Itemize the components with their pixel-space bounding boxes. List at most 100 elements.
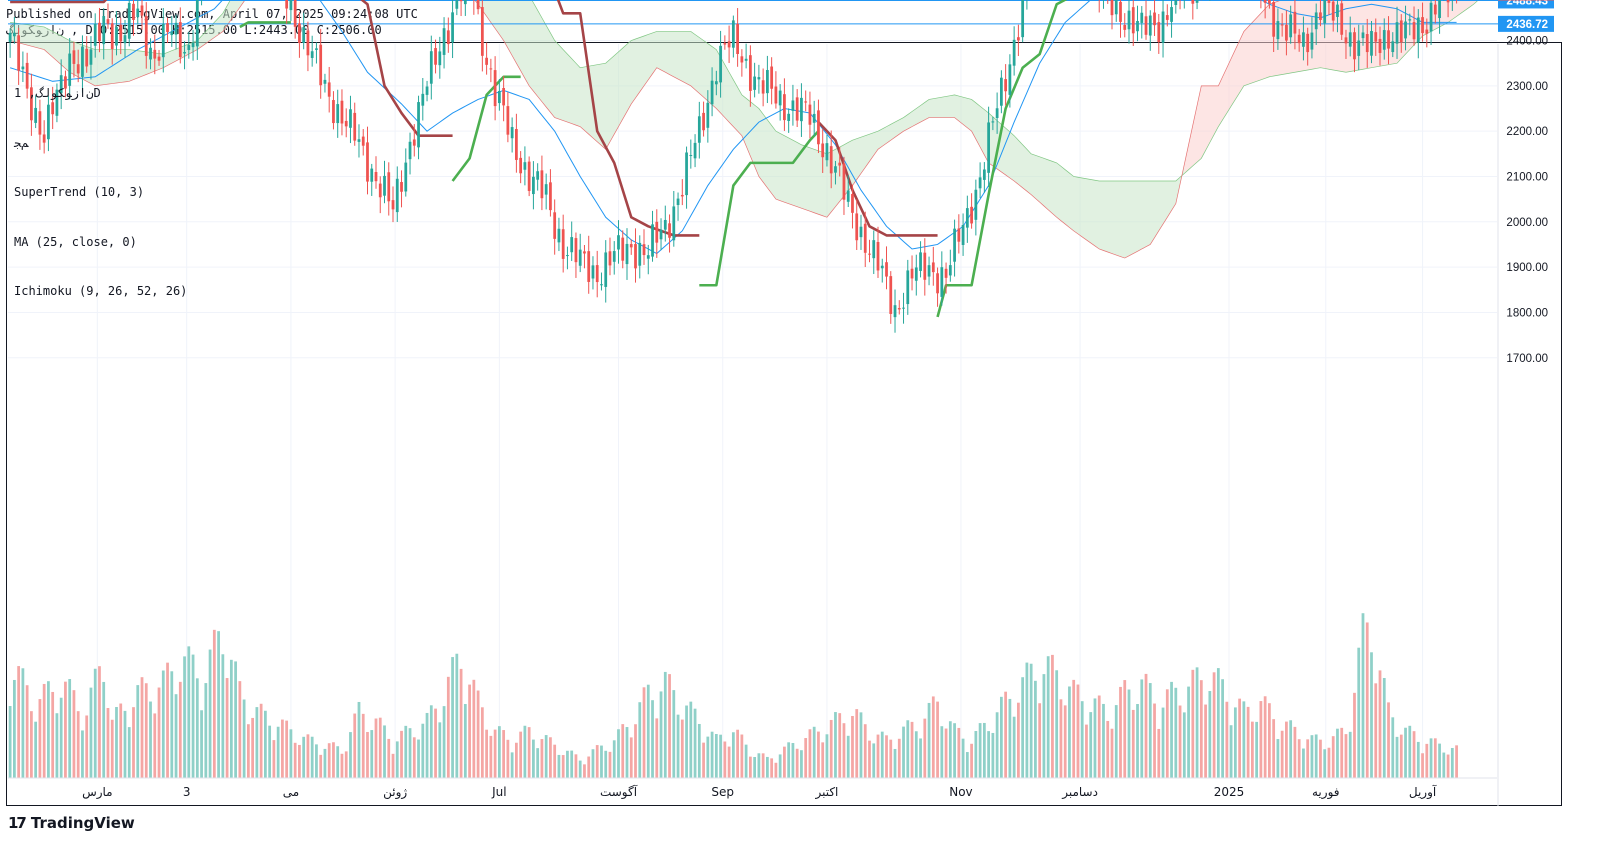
candle-body [676,198,680,206]
volume-bar [621,724,625,778]
candle-body [880,265,884,269]
volume-bar [1199,680,1203,778]
candle-body [136,8,140,18]
volume-bar [51,691,55,778]
ma-line [9,0,1457,255]
candle-body [1285,24,1288,41]
volume-bar [855,709,859,778]
volume-bar [378,717,382,778]
volume-bar [642,687,646,778]
volume-bar [242,699,246,778]
candle-body [463,0,467,5]
candles [8,0,1458,333]
candle-body [1297,34,1301,44]
candle-body [1004,79,1008,92]
volume-bar [1340,727,1344,778]
volume-bar [327,743,331,778]
volume-bar [455,653,459,778]
volume-bar [872,743,876,778]
candle-body [927,265,931,277]
candle-body [1306,33,1310,53]
candle-body [183,51,186,54]
volume-bar [578,760,582,778]
candle-body [153,49,157,59]
candle-body [1114,0,1118,15]
candle-body [761,80,765,94]
volume-bar [344,751,348,778]
volume-bar [170,671,174,778]
volume-bar [846,735,850,778]
volume-bar [195,678,199,778]
volume-bar [1136,704,1139,778]
volume-bar [766,756,769,778]
tradingview-brand[interactable]: 17 TradingView [8,814,135,832]
candle-body [25,62,29,89]
volume-bar [149,701,152,778]
candle-body [1127,10,1131,30]
volume-bar [1187,686,1190,778]
level-label: 2488.43 [1506,0,1548,7]
candle-body [1370,30,1373,56]
legend-ichimoku[interactable]: Ichimoku (9, 26, 52, 26) [14,284,188,298]
candle-body [851,193,854,213]
volume-bar [676,714,680,778]
volume-bar [259,703,263,778]
candle-body [1323,0,1327,24]
candle-body [434,48,437,65]
volume-bar [1093,698,1097,778]
candle-body [868,253,871,255]
volume-bar [285,720,289,778]
volume-bar [506,739,510,778]
legend-ma[interactable]: MA (25, close, 0) [14,234,137,249]
candle-body [987,122,990,173]
candle-body [774,86,778,104]
candle-body [455,0,459,9]
volume-bar [200,710,203,778]
volume-bar [634,724,637,778]
candle-body [149,47,152,60]
volume-bar [1080,701,1084,778]
volume-bar [1004,691,1008,778]
volume-bar [204,683,208,778]
candle-body [634,244,637,269]
volume-bar [1017,702,1020,778]
volume-bar [672,690,676,778]
volume-bar [102,681,106,778]
volume-bar [561,755,565,778]
volume-bar [1204,704,1207,778]
volume-bar [978,723,982,778]
candle-body [753,76,757,90]
candle-body [123,35,127,44]
candle-body [804,101,808,103]
candle-body [340,100,344,124]
supertrend-up [936,0,1068,318]
volume-bar [1399,734,1403,778]
volume-bar [1148,683,1152,778]
candle-body [1412,22,1416,40]
candle-body [476,0,480,10]
volume-bar [98,666,101,778]
candle-body [1191,0,1195,4]
volume-bar [302,736,306,778]
supertrend-down [817,121,938,237]
volume-bar [1263,696,1267,778]
volume-bar [1085,724,1088,778]
candle-body [787,113,791,121]
candle-body [306,30,310,56]
candle-body [115,26,118,46]
time-axis: ﻣﺎﺭﺱ 3 ﻣﯽ ﮊﻭﺋﻦ Jul ﺁﮔﻮﺳﺖ Sep ﺍﮐﺘﺒﺮ Nov ﺩﺳﺎﻣﺒﺮ 2025… [8,777,1497,800]
candle-body [1170,7,1173,22]
legend-supertrend[interactable]: SuperTrend (10, 3) [14,185,145,199]
volume-bar [1029,663,1033,778]
candle-body [940,267,944,297]
candle-body [919,252,922,271]
volume-bar [463,704,467,778]
x-tick-label: ﺩﺳﺎﻣﺒﺮ [1061,785,1098,800]
candle-body [1148,15,1152,36]
volume-bar [931,696,935,778]
indicator-legend: ﻥﺍﺯﻮﮑﻮﻟگ, 1D ﻢﺠ SuperTrend (10, 3) MA (2… [14,52,187,316]
volume-bar [323,748,327,778]
volume-bar [1429,738,1433,778]
candle-body [187,45,191,50]
